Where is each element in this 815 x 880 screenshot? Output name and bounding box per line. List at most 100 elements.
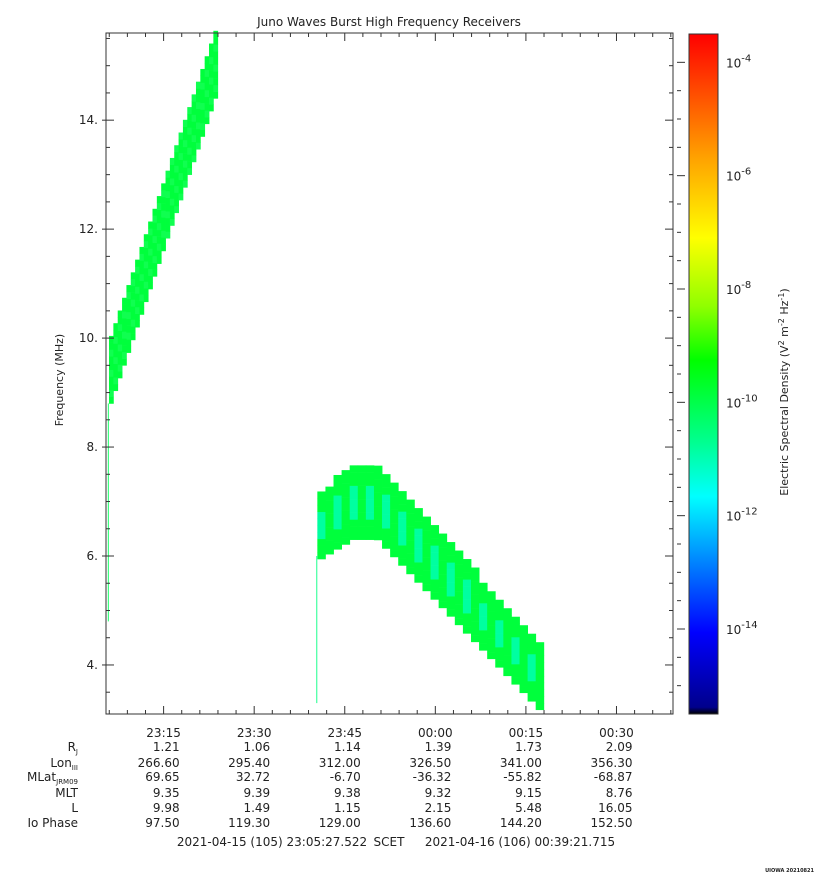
spectro-cell: [454, 591, 464, 599]
spectro-cell: [398, 545, 407, 553]
spectro-cell: [511, 650, 520, 658]
spectro-cell: [511, 677, 520, 685]
spectro-cell: [325, 493, 334, 501]
x-tick-label: 00:15: [509, 726, 544, 740]
spectro-cell: [511, 616, 520, 624]
spectro-cell: [398, 497, 407, 505]
spectro-cell: [122, 331, 127, 339]
spectro-cell: [487, 591, 496, 599]
spectro-cell: [479, 623, 488, 631]
spectro-cell: [191, 134, 197, 142]
ephemeris-value: 1.21: [153, 740, 180, 754]
spectro-cell: [454, 584, 464, 592]
spectro-cell: [446, 542, 456, 550]
spectro-cell: [152, 262, 158, 270]
spectro-cell: [182, 167, 188, 175]
ephemeris-value: -68.87: [594, 770, 633, 784]
spectro-cell: [117, 351, 123, 359]
colorbar-tick-label: 10-4: [726, 53, 751, 70]
spectro-cell: [382, 507, 391, 515]
spectro-cell: [470, 635, 480, 643]
spectro-cell: [390, 496, 399, 504]
spectro-cell: [187, 154, 193, 162]
ephemeris-value: 1.15: [334, 801, 361, 815]
spectro-cell: [519, 638, 529, 646]
spectro-cell: [398, 538, 407, 546]
ephemeris-value: -6.70: [330, 770, 361, 784]
spectrogram-plot-area: [107, 30, 545, 711]
spectro-cell: [414, 514, 423, 522]
spectro-cell: [406, 553, 415, 561]
spectro-cell: [406, 499, 415, 507]
spectro-cell: [333, 495, 343, 503]
spectro-cell: [527, 674, 537, 682]
ephemeris-row-label: Io Phase: [27, 816, 78, 830]
spectro-cell: [122, 351, 127, 359]
ephemeris-value: 356.30: [590, 756, 632, 770]
spectro-cell: [204, 76, 210, 84]
spectro-cell: [135, 313, 140, 321]
spectro-cell: [527, 687, 537, 695]
spectro-cell: [135, 273, 140, 281]
spectro-cell: [341, 476, 351, 484]
spectro-cell: [109, 362, 114, 370]
spectro-cell: [169, 171, 175, 179]
spectro-cell: [117, 344, 123, 352]
spectro-cell: [213, 57, 219, 65]
spectro-cell: [152, 269, 158, 277]
spectro-cell: [341, 517, 351, 525]
spectro-cell: [200, 68, 206, 77]
spectro-cell: [462, 572, 472, 580]
spectro-cell: [438, 560, 448, 568]
spectro-cell: [325, 533, 334, 541]
spectro-cell: [430, 585, 440, 593]
spectro-cell: [165, 211, 171, 219]
ephemeris-value: 295.40: [228, 756, 270, 770]
spectro-cell: [209, 84, 214, 92]
spectro-cell: [349, 499, 359, 507]
spectro-cell: [156, 196, 162, 204]
spectro-cell: [390, 509, 399, 517]
ephemeris-value: 2.15: [425, 801, 452, 815]
spectro-cell: [414, 541, 423, 549]
spectro-cell: [487, 652, 496, 660]
spectro-cell: [527, 633, 537, 641]
spectro-cell: [414, 528, 423, 536]
spectro-cell: [479, 636, 488, 644]
spectro-cell: [446, 555, 456, 563]
y-tick-label: 8.: [87, 440, 98, 454]
spectro-cell: [406, 560, 415, 568]
spectro-cell: [430, 579, 440, 587]
spectro-cell: [535, 702, 545, 711]
spectro-cell: [446, 569, 456, 577]
ephemeris-value: 326.50: [409, 756, 451, 770]
spectro-cell: [200, 123, 206, 131]
spectro-cell: [333, 529, 343, 537]
spectro-cell: [519, 665, 529, 673]
spectro-cell: [349, 478, 359, 486]
spectro-cell: [495, 633, 504, 641]
spectro-cell: [200, 129, 206, 137]
spectro-cell: [174, 179, 179, 187]
spectro-cell: [430, 531, 440, 539]
y-tick-label: 14.: [79, 113, 98, 127]
spectro-cell: [148, 241, 153, 249]
spectro-cell: [422, 557, 431, 565]
spectro-cell: [454, 577, 464, 585]
spectro-cell: [503, 621, 512, 629]
spectro-cell: [187, 161, 193, 169]
spectro-cell: [156, 229, 162, 237]
spectro-cell: [161, 223, 166, 231]
spectro-cell: [430, 558, 440, 566]
spectro-cell: [470, 601, 480, 609]
colorbar-tick-label: 10-14: [726, 620, 758, 637]
spectro-cell: [414, 521, 423, 529]
spectro-cell: [390, 516, 399, 524]
spectro-cell: [130, 326, 136, 334]
spectro-cell: [414, 508, 423, 516]
spectro-cell: [161, 190, 166, 198]
spectro-cell: [495, 599, 504, 607]
spectro-cell: [495, 647, 504, 655]
spectro-cell: [333, 488, 343, 496]
spectro-cell: [325, 527, 334, 535]
